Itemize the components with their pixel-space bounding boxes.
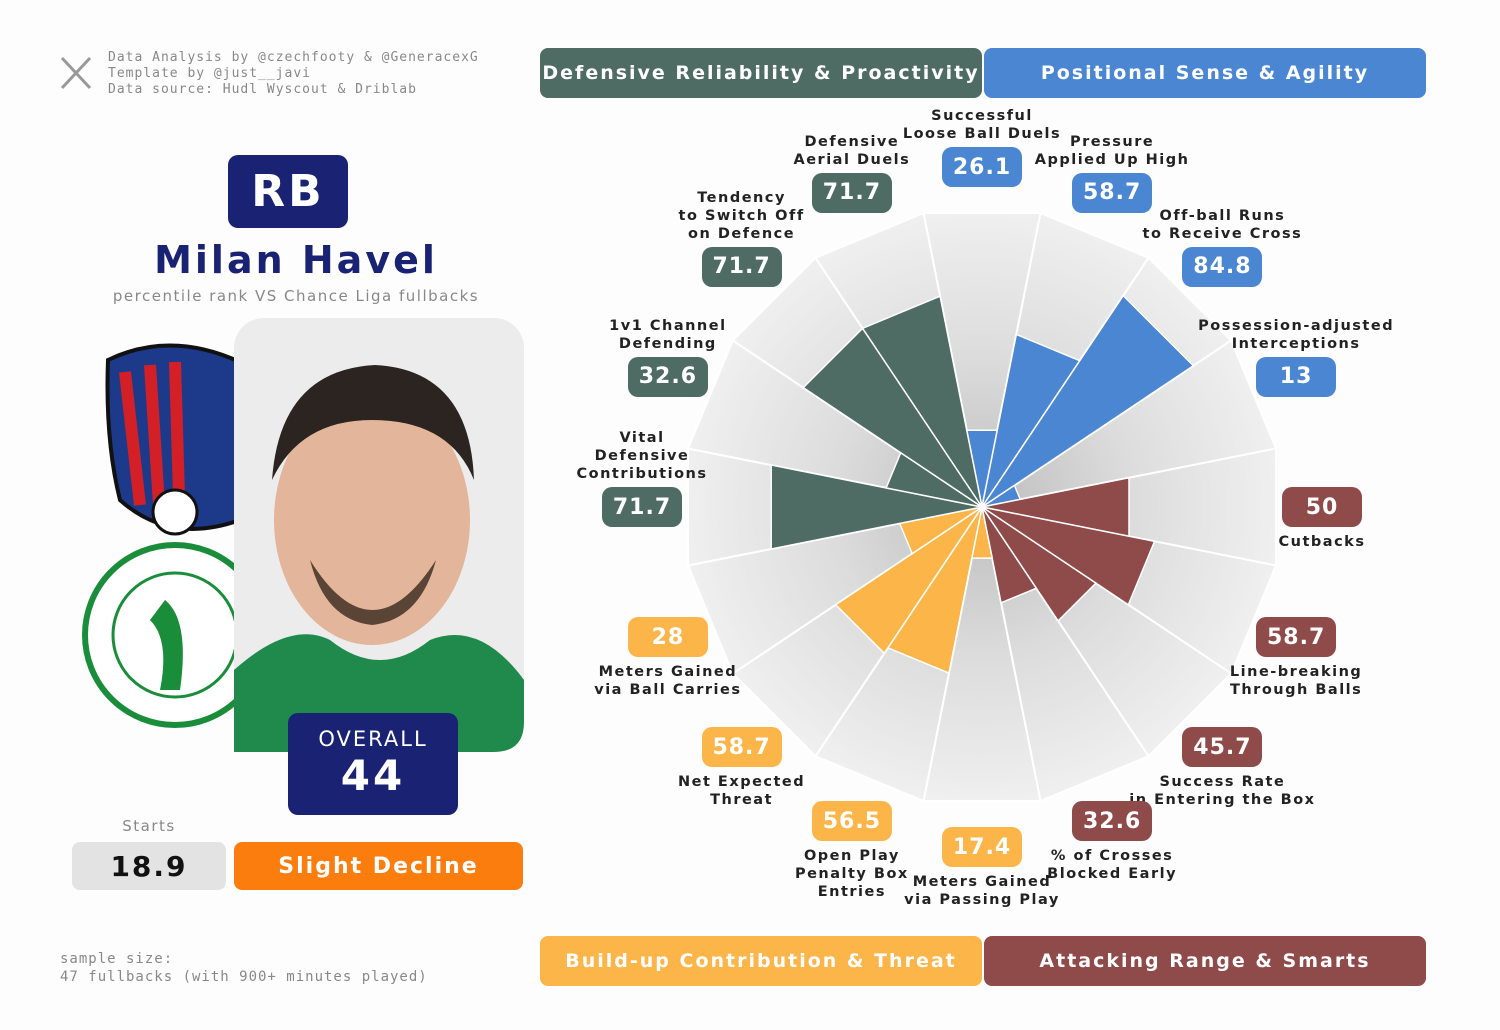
- group-header: Positional Sense & Agility: [984, 48, 1426, 98]
- value-badge: 84.8: [1182, 246, 1263, 287]
- sample-size: sample size:: [60, 951, 174, 967]
- value-badge: 71.7: [701, 246, 782, 287]
- player-name: Milan Havel: [154, 238, 438, 282]
- metric-label: Meters Gained via Ball Carries: [594, 664, 742, 699]
- metric-label: Cutbacks: [1278, 534, 1366, 550]
- metric-label: Net Expected Threat: [677, 774, 806, 809]
- position-badge: RB: [228, 155, 348, 228]
- metric-label: Open Play Penalty Box Entries: [794, 848, 909, 901]
- metric-label: Vital Defensive Contributions: [576, 430, 708, 482]
- value-badge: 58.7: [701, 727, 782, 768]
- metric-label: Successful Loose Ball Duels: [902, 108, 1062, 142]
- credit: Data source: Hudl Wyscout & Driblab: [108, 82, 417, 97]
- credit: Template by @just__javi: [108, 66, 312, 81]
- credit: Data Analysis by @czechfooty & @Generace…: [108, 50, 479, 65]
- overall-label: OVERALL: [318, 727, 428, 751]
- value-badge: 50: [1282, 487, 1362, 527]
- overall-box: OVERALL 44: [288, 713, 458, 815]
- overall-value: 44: [340, 751, 406, 800]
- player-photo: [234, 318, 524, 752]
- metric-label: Success Rate in Entering the Box: [1129, 774, 1316, 809]
- trend: Slight Decline: [234, 842, 523, 890]
- value-badge: 58.7: [1256, 617, 1337, 658]
- wedge: [861, 295, 983, 508]
- value-badge: 56.5: [811, 801, 892, 842]
- metric-label: Meters Gained via Passing Play: [904, 874, 1060, 908]
- group-header: Defensive Reliability & Proactivity: [540, 48, 982, 98]
- value-badge: 58.7: [1072, 172, 1153, 213]
- value-badge: 45.7: [1182, 727, 1263, 768]
- metric-label: Line-breaking Through Balls: [1229, 664, 1363, 699]
- value-badge: 71.7: [811, 172, 892, 213]
- value-badge: 17.4: [942, 827, 1022, 867]
- group-header: Attacking Range & Smarts: [984, 936, 1426, 986]
- wedge: [834, 506, 983, 655]
- starts-value: 18.9: [72, 842, 226, 890]
- metric-label: Defensive Aerial Duels: [793, 133, 911, 168]
- metric-label: 1v1 Channel Defending: [609, 317, 727, 352]
- wedge: [770, 464, 983, 550]
- metric-label: Tendency to Switch Off on Defence: [678, 189, 805, 242]
- value-badge: 32.6: [1072, 801, 1153, 842]
- metric-label: Possession-adjusted Interceptions: [1198, 317, 1395, 352]
- metric-label: % of Crosses Blocked Early: [1047, 848, 1178, 883]
- metric-label: Pressure Applied Up High: [1034, 133, 1190, 168]
- subtitle: percentile rank VS Chance Liga fullbacks: [112, 287, 480, 305]
- group-header: Build-up Contribution & Threat: [540, 936, 982, 986]
- metric-label: Off-ball Runs to Receive Cross: [1142, 207, 1303, 242]
- starts-label: Starts: [122, 817, 176, 835]
- value-badge: 71.7: [602, 487, 682, 527]
- value-badge: 13: [1256, 356, 1337, 397]
- x-logo: [60, 56, 92, 90]
- sample-size: 47 fullbacks (with 900+ minutes played): [60, 969, 428, 985]
- value-badge: 32.6: [627, 356, 708, 397]
- value-badge: 28: [627, 617, 708, 658]
- wedge: [981, 294, 1195, 508]
- value-badge: 26.1: [942, 147, 1022, 187]
